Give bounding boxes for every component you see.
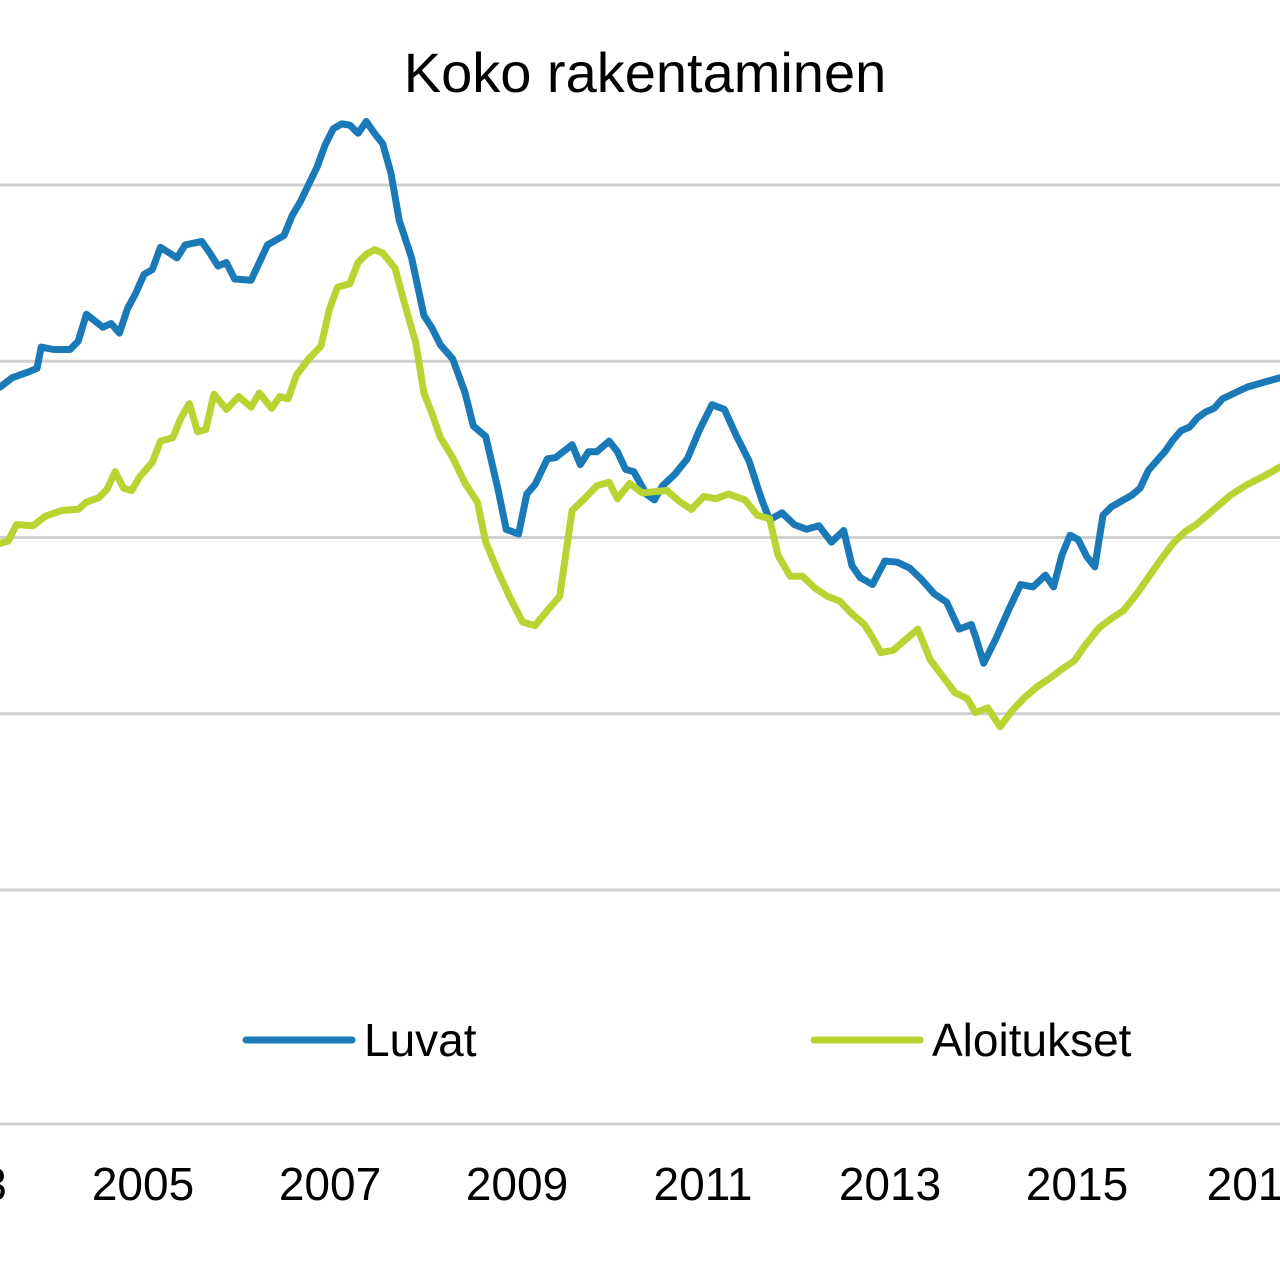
x-tick-label: 2015	[1026, 1158, 1128, 1210]
legend-label-aloitukset: Aloitukset	[932, 1014, 1132, 1066]
x-tick-label: 201	[1207, 1158, 1280, 1210]
chart-title: Koko rakentaminen	[404, 41, 887, 104]
series-line-aloitukset	[0, 246, 1280, 731]
x-tick-label: 2007	[279, 1158, 381, 1210]
series-lines	[0, 118, 1280, 731]
x-tick-label: 2013	[839, 1158, 941, 1210]
x-tick-label: 2011	[654, 1158, 753, 1210]
series-line-luvat	[0, 118, 1280, 667]
x-axis-ticks: 3 2005 2007 2009 2011 2013 2015 201	[0, 1158, 1280, 1210]
x-tick-label: 3	[0, 1158, 7, 1210]
x-tick-label: 2009	[466, 1158, 568, 1210]
legend-label-luvat: Luvat	[364, 1014, 477, 1066]
x-tick-label: 2005	[92, 1158, 194, 1210]
legend: Luvat Aloitukset	[242, 1014, 1132, 1066]
